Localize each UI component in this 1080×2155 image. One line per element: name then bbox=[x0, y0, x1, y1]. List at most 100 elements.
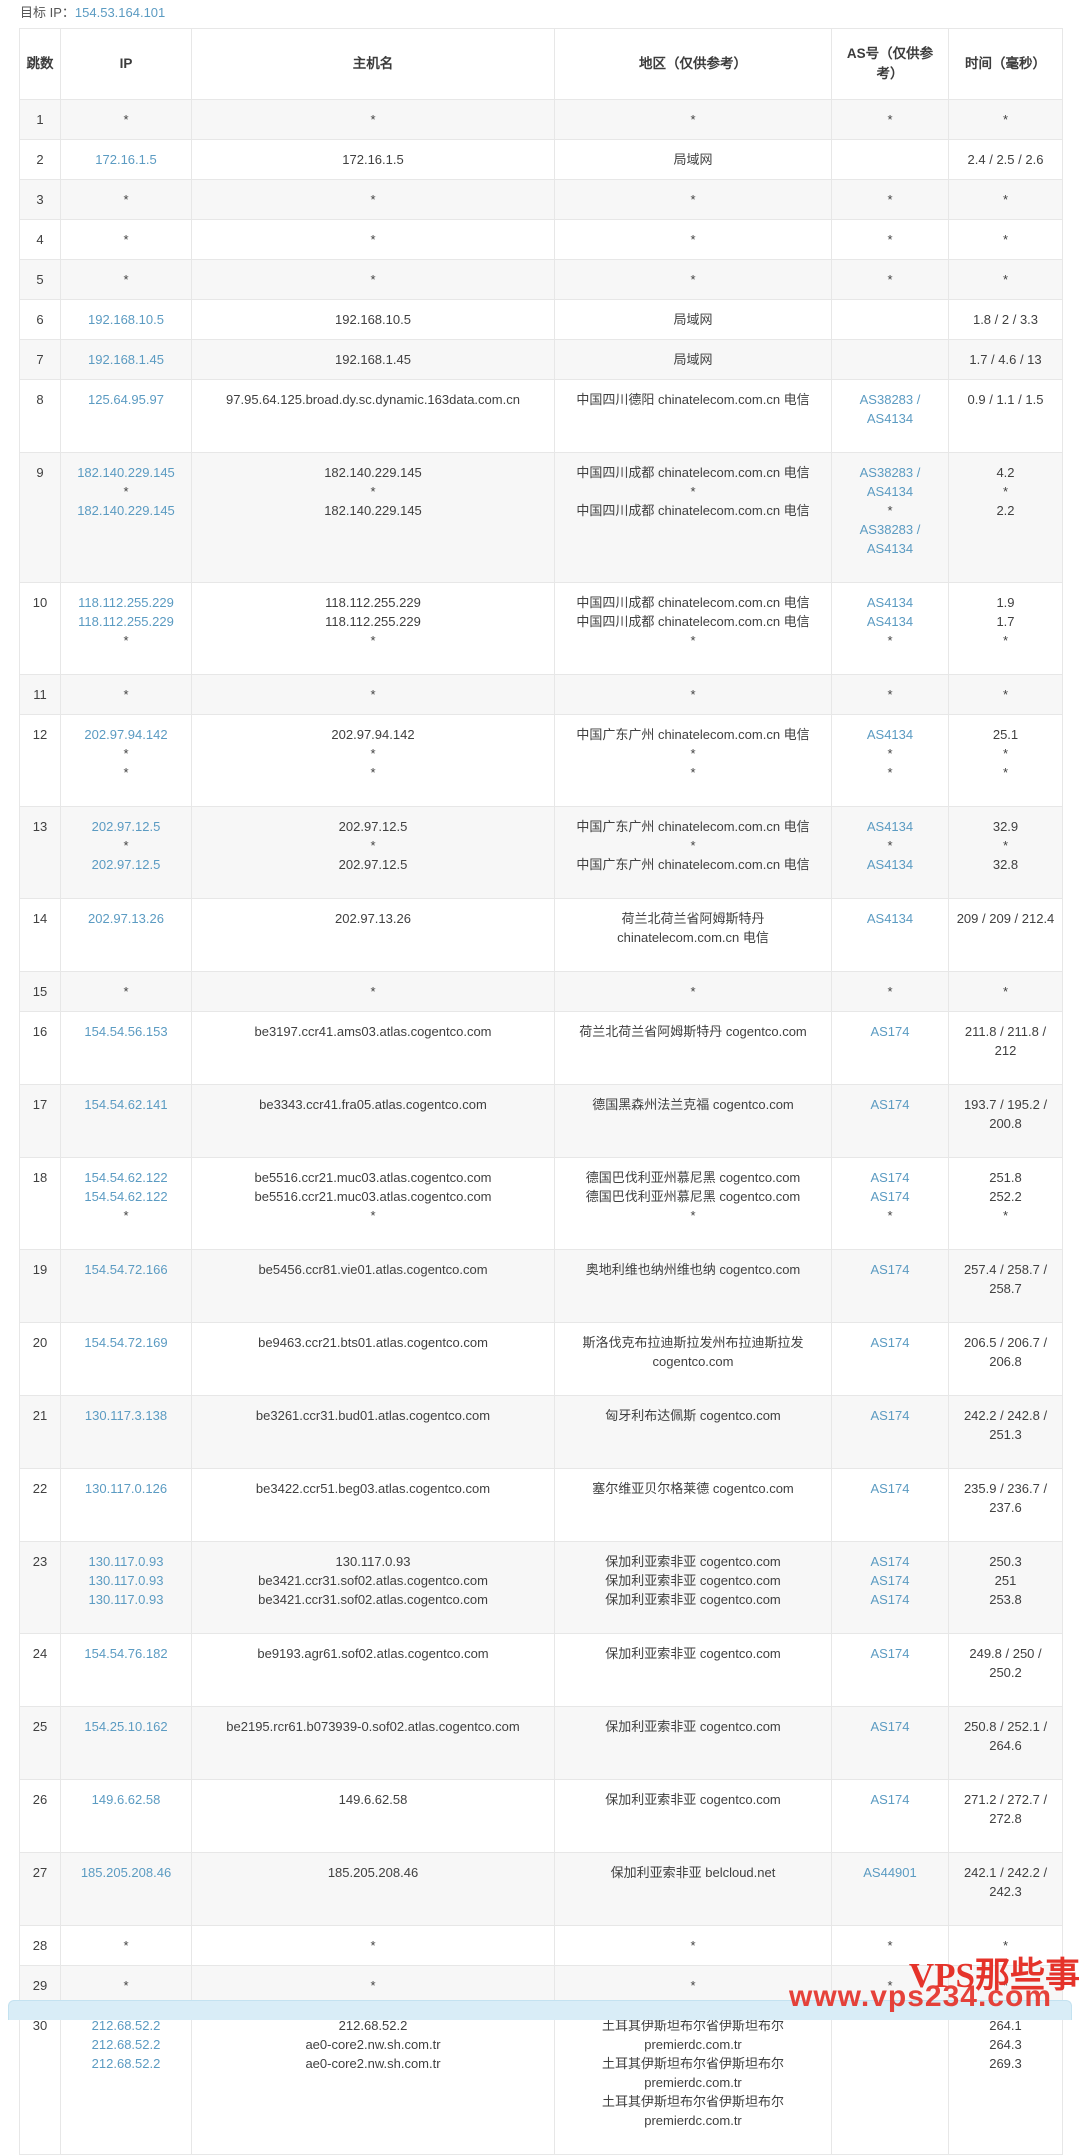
asn-value[interactable]: AS4134 bbox=[866, 595, 914, 610]
ip-value[interactable]: 130.117.0.93 bbox=[88, 1592, 164, 1607]
asn-value[interactable]: AS174 bbox=[870, 1189, 910, 1204]
asn-value[interactable]: AS174 bbox=[870, 1646, 910, 1661]
ip-value[interactable]: 202.97.13.26 bbox=[88, 911, 164, 926]
time-cell: * bbox=[948, 219, 1063, 260]
ip-value[interactable]: 172.16.1.5 bbox=[95, 152, 157, 167]
ip-value: * bbox=[123, 765, 129, 780]
ip-value[interactable]: 154.25.10.162 bbox=[84, 1719, 168, 1734]
time-cell: * bbox=[948, 674, 1063, 715]
ip-value[interactable]: 130.117.0.126 bbox=[84, 1481, 168, 1496]
asn-value[interactable]: AS38283 / AS4134 bbox=[859, 522, 921, 556]
ip-value[interactable]: 154.54.72.166 bbox=[84, 1262, 168, 1277]
region-cell: * bbox=[554, 1925, 832, 1966]
hop-cell: 7 bbox=[19, 339, 61, 380]
ip-value[interactable]: 182.140.229.145 bbox=[77, 465, 175, 480]
ip-value[interactable]: 154.54.62.141 bbox=[84, 1097, 168, 1112]
asn-value[interactable]: AS4134 bbox=[866, 727, 914, 742]
ip-value[interactable]: 125.64.95.97 bbox=[88, 392, 164, 407]
host-value: 149.6.62.58 bbox=[338, 1792, 408, 1807]
asn-value[interactable]: AS174 bbox=[870, 1408, 910, 1423]
asn-value[interactable]: AS174 bbox=[870, 1792, 910, 1807]
asn-value[interactable]: AS4134 bbox=[866, 819, 914, 834]
host-value: * bbox=[370, 687, 376, 702]
ip-value[interactable]: 154.54.62.122 bbox=[84, 1189, 168, 1204]
time-value: 251 bbox=[994, 1573, 1017, 1588]
asn-value[interactable]: AS174 bbox=[870, 1719, 910, 1734]
time-cell: * bbox=[948, 179, 1063, 220]
ip-cell: 130.117.3.138 bbox=[60, 1395, 192, 1469]
hop-cell: 15 bbox=[19, 971, 61, 1012]
time-cell: 4.2 * 2.2 bbox=[948, 452, 1063, 583]
time-value: * bbox=[1002, 1938, 1009, 1953]
host-value: * bbox=[370, 484, 376, 499]
time-cell: 1.9 1.7 * bbox=[948, 582, 1063, 675]
asn-cell: * bbox=[831, 971, 949, 1012]
asn-value[interactable]: AS4134 bbox=[866, 857, 914, 872]
asn-cell: AS4134 * * bbox=[831, 714, 949, 807]
host-value: * bbox=[370, 1978, 376, 1993]
region-cell: * bbox=[554, 99, 832, 140]
hop-value: 25 bbox=[32, 1719, 48, 1734]
ip-value: * bbox=[123, 484, 129, 499]
asn-value[interactable]: AS174 bbox=[870, 1097, 910, 1112]
ip-value[interactable]: 202.97.94.142 bbox=[84, 727, 168, 742]
ip-value[interactable]: 149.6.62.58 bbox=[91, 1792, 161, 1807]
ip-value[interactable]: 118.112.255.229 bbox=[78, 595, 174, 610]
ip-value[interactable]: 212.68.52.2 bbox=[91, 2056, 161, 2071]
host-value: be5516.ccr21.muc03.atlas.cogentco.com bbox=[254, 1170, 492, 1185]
host-value: 202.97.13.26 bbox=[335, 911, 411, 926]
asn-value: * bbox=[887, 232, 893, 247]
ip-value: * bbox=[123, 687, 129, 702]
region-value: * bbox=[690, 272, 696, 287]
hop-value: 29 bbox=[32, 1978, 48, 1993]
hop-value: 13 bbox=[32, 819, 48, 834]
asn-value[interactable]: AS174 bbox=[870, 1592, 910, 1607]
ip-value[interactable]: 202.97.12.5 bbox=[91, 857, 161, 872]
ip-value[interactable]: 154.54.62.122 bbox=[84, 1170, 168, 1185]
time-value: * bbox=[1002, 765, 1009, 780]
asn-value[interactable]: AS174 bbox=[870, 1170, 910, 1185]
ip-value[interactable]: 154.54.72.169 bbox=[84, 1335, 168, 1350]
time-cell: 1.7 / 4.6 / 13 bbox=[948, 339, 1063, 380]
table-row: 22 130.117.0.126 be3422.ccr51.beg03.atlas.… bbox=[19, 1468, 1063, 1542]
ip-value[interactable]: 154.54.76.182 bbox=[84, 1646, 168, 1661]
time-value: 1.7 bbox=[996, 614, 1015, 629]
hop-cell: 3 bbox=[19, 179, 61, 220]
ip-value[interactable]: 212.68.52.2 bbox=[91, 2037, 161, 2052]
asn-value[interactable]: AS4134 bbox=[866, 911, 914, 926]
hop-value: 1 bbox=[36, 112, 44, 127]
asn-value[interactable]: AS174 bbox=[870, 1573, 910, 1588]
ip-cell: 149.6.62.58 bbox=[60, 1779, 192, 1853]
hop-cell: 22 bbox=[19, 1468, 61, 1542]
region-cell: 中国广东广州 chinatelecom.com.cn 电信 * * bbox=[554, 714, 832, 807]
asn-value: * bbox=[887, 633, 893, 648]
asn-value[interactable]: AS4134 bbox=[866, 614, 914, 629]
asn-value[interactable]: AS174 bbox=[870, 1262, 910, 1277]
asn-value[interactable]: AS38283 / AS4134 bbox=[859, 392, 921, 426]
ip-value[interactable]: 130.117.3.138 bbox=[84, 1408, 168, 1423]
ip-value[interactable]: 130.117.0.93 bbox=[88, 1554, 164, 1569]
ip-value[interactable]: 192.168.1.45 bbox=[88, 352, 164, 367]
region-value: * bbox=[690, 192, 696, 207]
asn-value[interactable]: AS174 bbox=[870, 1335, 910, 1350]
asn-value[interactable]: AS38283 / AS4134 bbox=[859, 465, 921, 499]
ip-value[interactable]: 130.117.0.93 bbox=[88, 1573, 164, 1588]
ip-value[interactable]: 192.168.10.5 bbox=[88, 312, 164, 327]
ip-value[interactable]: 185.205.208.46 bbox=[80, 1865, 172, 1880]
ip-value: * bbox=[123, 112, 129, 127]
ip-value[interactable]: 118.112.255.229 bbox=[78, 614, 174, 629]
asn-value: * bbox=[887, 112, 893, 127]
asn-value[interactable]: AS174 bbox=[870, 1024, 910, 1039]
asn-value[interactable]: AS174 bbox=[870, 1554, 910, 1569]
ip-value[interactable]: 182.140.229.145 bbox=[77, 503, 175, 518]
host-cell: * bbox=[191, 259, 555, 300]
table-row: 24 154.54.76.182 be9193.agr61.sof02.atlas.… bbox=[19, 1633, 1063, 1707]
asn-value[interactable]: AS174 bbox=[870, 1481, 910, 1496]
region-value: 局域网 bbox=[673, 152, 713, 167]
ip-value[interactable]: 154.54.56.153 bbox=[84, 1024, 168, 1039]
region-cell: 荷兰北荷兰省阿姆斯特丹 chinatelecom.com.cn 电信 bbox=[554, 898, 832, 972]
region-value: * bbox=[690, 687, 696, 702]
asn-value[interactable]: AS44901 bbox=[863, 1865, 917, 1880]
ip-value: * bbox=[123, 838, 129, 853]
ip-value[interactable]: 202.97.12.5 bbox=[91, 819, 161, 834]
